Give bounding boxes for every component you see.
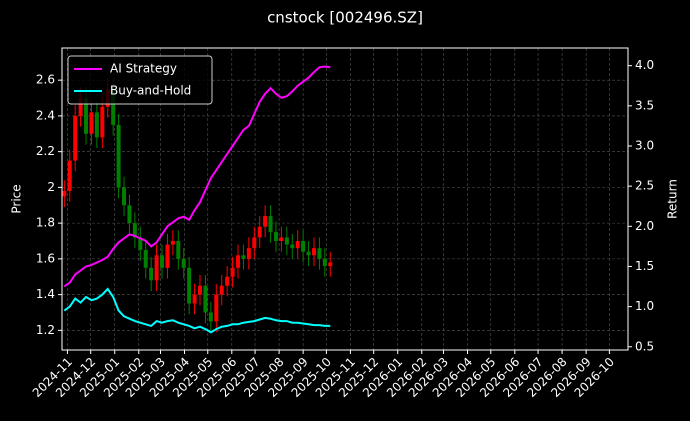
candle-body bbox=[122, 187, 127, 206]
candle-body bbox=[78, 98, 83, 116]
candle-body bbox=[111, 89, 116, 125]
y2-tick-label: 2.5 bbox=[635, 179, 654, 193]
y2-tick-label: 0.5 bbox=[635, 339, 654, 353]
legend-label: Buy-and-Hold bbox=[110, 84, 191, 98]
y2-tick-label: 2.0 bbox=[635, 219, 654, 233]
candle-body bbox=[230, 267, 235, 277]
candle-body bbox=[268, 215, 273, 233]
candle-body bbox=[165, 244, 170, 268]
candle-body bbox=[322, 258, 327, 267]
candle-body bbox=[138, 237, 143, 250]
candle-body bbox=[116, 124, 121, 188]
y-tick-label: 1.6 bbox=[36, 251, 55, 265]
y-tick-label: 2.2 bbox=[36, 144, 55, 158]
y2-tick-label: 4.0 bbox=[635, 58, 654, 72]
legend-label: AI Strategy bbox=[110, 62, 177, 76]
candle-body bbox=[100, 106, 105, 138]
candle-body bbox=[94, 112, 99, 138]
candle-body bbox=[170, 240, 175, 245]
candle-body bbox=[284, 237, 289, 245]
candle-body bbox=[306, 251, 311, 256]
candle-body bbox=[127, 205, 132, 224]
y2-axis-label: Return bbox=[666, 179, 680, 219]
y2-tick-label: 3.0 bbox=[635, 138, 654, 152]
y-tick-label: 1.8 bbox=[36, 216, 55, 230]
candle-body bbox=[89, 112, 94, 134]
candle-body bbox=[301, 240, 306, 252]
candle-body bbox=[279, 237, 284, 241]
candle-body bbox=[252, 237, 257, 249]
candle-body bbox=[203, 285, 208, 313]
legend-box bbox=[67, 55, 213, 105]
candle-body bbox=[246, 248, 251, 259]
y2-tick-label: 3.5 bbox=[635, 98, 654, 112]
candle-body bbox=[263, 215, 268, 227]
candle-body bbox=[187, 267, 192, 304]
candle-body bbox=[132, 223, 137, 238]
candle-body bbox=[176, 240, 181, 259]
y2-tick-label: 1.0 bbox=[635, 299, 654, 313]
candle-body bbox=[219, 285, 224, 295]
candle-body bbox=[236, 255, 241, 268]
y-tick-label: 2.6 bbox=[36, 73, 55, 87]
candle-body bbox=[214, 294, 219, 322]
y-axis-label: Price bbox=[10, 184, 24, 213]
candle-body bbox=[84, 98, 89, 134]
candle-body bbox=[317, 248, 322, 259]
candle-body bbox=[328, 262, 333, 267]
candle-body bbox=[198, 285, 203, 295]
candle-body bbox=[208, 312, 213, 322]
candle-body bbox=[290, 244, 295, 249]
candle-body bbox=[143, 249, 148, 268]
candle-body bbox=[149, 267, 154, 281]
candle-body bbox=[73, 115, 78, 161]
candle-body bbox=[295, 240, 300, 249]
candle-body bbox=[154, 255, 159, 281]
candle-body bbox=[192, 294, 197, 304]
chart-title: cnstock [002496.SZ] bbox=[267, 9, 423, 27]
candle-body bbox=[241, 255, 246, 259]
candle-body bbox=[62, 190, 67, 197]
return-line bbox=[63, 65, 331, 288]
candle-body bbox=[225, 276, 230, 286]
y-tick-label: 2.4 bbox=[36, 108, 55, 122]
candle-body bbox=[181, 258, 186, 268]
y-tick-label: 1.2 bbox=[36, 323, 55, 337]
return-line bbox=[63, 287, 331, 334]
candle-body bbox=[160, 255, 165, 268]
candle-body bbox=[67, 160, 72, 191]
candle-body bbox=[311, 248, 316, 256]
y2-tick-label: 1.5 bbox=[635, 259, 654, 273]
y-tick-label: 2 bbox=[47, 180, 55, 194]
plot-frame bbox=[61, 47, 629, 351]
candle-body bbox=[257, 226, 262, 238]
legend: AI Strategy Buy-and-Hold bbox=[67, 55, 213, 105]
y-tick-label: 1.4 bbox=[36, 287, 55, 301]
candle-body bbox=[273, 232, 278, 241]
